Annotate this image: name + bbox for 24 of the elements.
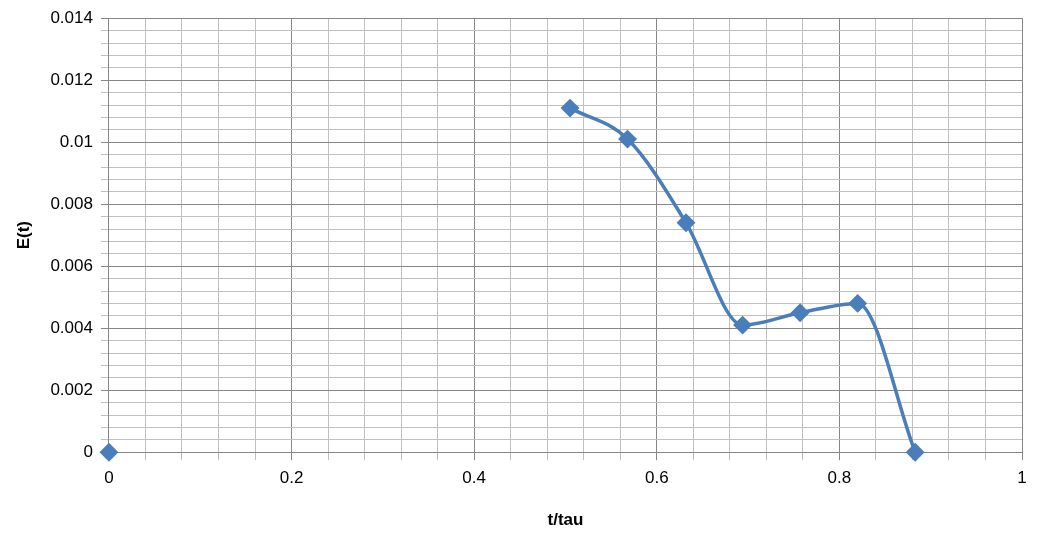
y-tick-label: 0.002 (50, 379, 93, 399)
point (906, 443, 924, 461)
point (791, 303, 809, 322)
x-tick-label: 0.8 (827, 468, 852, 488)
y-tick-label: 0.008 (50, 193, 93, 213)
point (100, 443, 118, 461)
y-tick-label: 0.01 (59, 131, 93, 151)
y-axis-title: E(t) (13, 221, 33, 250)
x-axis-title: t/tau (547, 510, 584, 530)
y-tick-label: 0.004 (50, 317, 93, 337)
point (848, 294, 867, 313)
x-tick-label: 0.4 (462, 468, 486, 488)
point (618, 130, 637, 148)
x-tick-label: 0 (104, 468, 114, 488)
point (677, 214, 695, 232)
y-tick-label: 0.014 (50, 7, 93, 27)
x-tick-label: 0.2 (279, 468, 304, 488)
point (561, 99, 579, 117)
x-tick-label: 0.6 (644, 468, 669, 488)
x-tick-label: 1 (1017, 468, 1027, 488)
point (733, 316, 752, 334)
y-tick-label: 0.012 (50, 69, 93, 89)
y-tick-label: 0 (83, 441, 93, 461)
y-tick-label: 0.006 (50, 255, 93, 275)
